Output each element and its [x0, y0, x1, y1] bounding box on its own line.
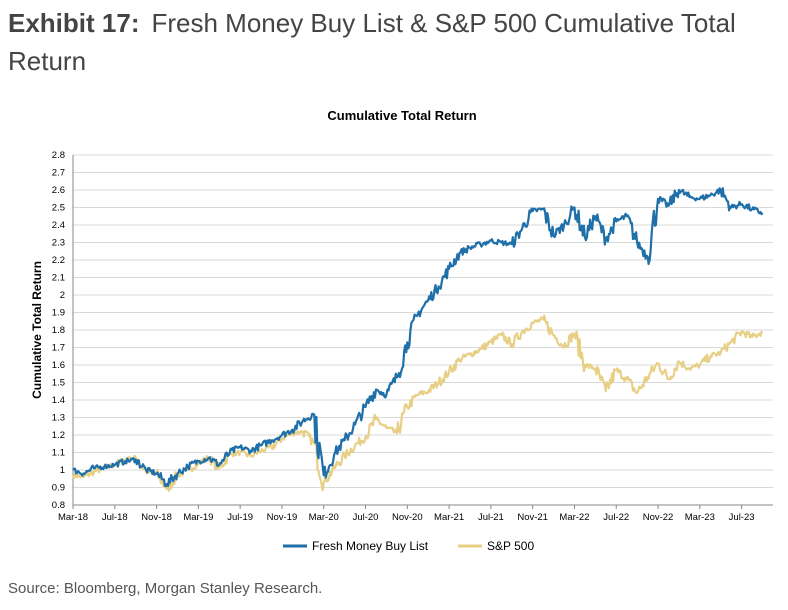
y-tick-label: 1.1 [52, 448, 65, 459]
x-tick-label: Jul-19 [227, 512, 253, 523]
y-tick-label: 1.3 [52, 413, 65, 424]
y-tick-label: 1.7 [52, 343, 65, 354]
x-tick-label: Jul-22 [603, 512, 629, 523]
sp500-line [71, 314, 763, 492]
legend: Fresh Money Buy List S&P 500 [283, 539, 534, 553]
x-tick-label: Nov-19 [267, 512, 298, 523]
x-tick-label: Mar-19 [183, 512, 213, 523]
source-note: Source: Bloomberg, Morgan Stanley Resear… [8, 580, 323, 597]
y-tick-label: 1.2 [52, 430, 65, 441]
x-tick-label: Jul-18 [102, 512, 128, 523]
y-tick-label: 2.4 [52, 220, 65, 231]
y-tick-label: 2.5 [52, 203, 65, 214]
x-tick-label: Mar-18 [58, 512, 88, 523]
x-tick-label: Nov-22 [643, 512, 674, 523]
y-tick-label: 2.1 [52, 273, 65, 284]
y-tick-label: 0.8 [52, 500, 65, 511]
exhibit-label: Exhibit 17: [8, 8, 140, 38]
y-tick-label: 2.3 [52, 238, 65, 249]
series-lines [71, 187, 764, 492]
x-tick-label: Nov-18 [141, 512, 172, 523]
x-tick-label: Nov-20 [392, 512, 423, 523]
y-tick-label: 2.6 [52, 185, 65, 196]
y-axis-label: Cumulative Total Return [30, 261, 44, 399]
cumulative-return-chart: Cumulative Total Return Cumulative Total… [30, 108, 773, 553]
y-tick-label: 1.9 [52, 308, 65, 319]
x-tick-label: Nov-21 [517, 512, 548, 523]
y-tick-labels: 0.8 0.9 1 1.1 1.2 1.3 1.4 1.5 1.6 1.7 1.8 1.9 2 2.1 2.… [52, 150, 65, 511]
y-tick-label: 2.8 [52, 150, 65, 161]
x-tick-label: Mar-23 [685, 512, 715, 523]
y-tick-label: 0.9 [52, 483, 65, 494]
legend-sp500: S&P 500 [487, 539, 534, 553]
y-tick-label: 2 [60, 290, 65, 301]
x-tick-labels: Mar-18 Jul-18 Nov-18 Mar-19 Jul-19 Nov-19 Mar-… [58, 505, 755, 523]
legend-fresh-money: Fresh Money Buy List [312, 539, 429, 553]
y-tick-label: 2.7 [52, 168, 65, 179]
y-tick-label: 2.2 [52, 255, 65, 266]
y-tick-label: 1 [60, 465, 65, 476]
x-tick-label: Mar-21 [434, 512, 464, 523]
x-tick-label: Mar-22 [559, 512, 589, 523]
x-tick-label: Jul-21 [478, 512, 504, 523]
fresh-money-line [72, 187, 764, 488]
exhibit-title: Fresh Money Buy List & S&P 500 Cumulativ… [8, 8, 736, 76]
x-tick-label: Jul-23 [729, 512, 755, 523]
chart-title: Cumulative Total Return [327, 108, 476, 123]
y-tick-label: 1.4 [52, 395, 65, 406]
y-tick-label: 1.5 [52, 378, 65, 389]
y-tick-label: 1.6 [52, 360, 65, 371]
exhibit-heading: Exhibit 17: Fresh Money Buy List & S&P 50… [8, 4, 778, 80]
x-tick-label: Jul-20 [353, 512, 379, 523]
y-tick-label: 1.8 [52, 325, 65, 336]
grid-lines [72, 154, 773, 506]
x-tick-label: Mar-20 [309, 512, 339, 523]
